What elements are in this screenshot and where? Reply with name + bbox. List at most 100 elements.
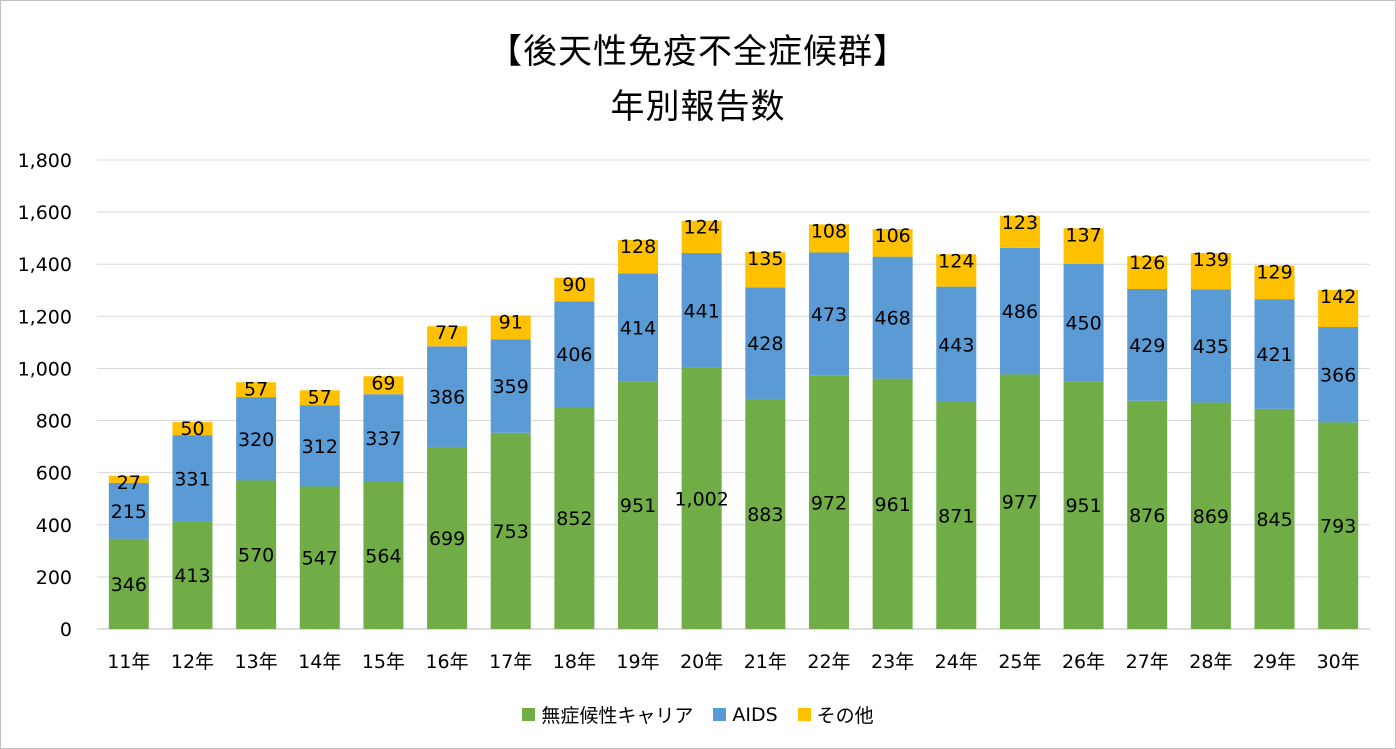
data-label: 486 (1002, 301, 1038, 323)
data-label: 852 (556, 508, 592, 530)
bar-segment (554, 407, 595, 629)
bar-segment (999, 215, 1040, 248)
bar-segment (872, 378, 913, 629)
data-label: 108 (811, 220, 847, 242)
data-label: 435 (1193, 336, 1229, 358)
bar-segment (681, 253, 722, 368)
bar-segment (427, 446, 468, 629)
data-label: 337 (365, 428, 401, 450)
data-label: 977 (1002, 492, 1038, 514)
bar-segment (236, 397, 277, 481)
bar-segment (363, 394, 404, 483)
x-tick-label: 25年 (998, 651, 1041, 673)
data-label: 414 (620, 317, 656, 339)
chart-legend: 無症候性キャリア AIDS その他 (0, 701, 1396, 728)
y-tick-label: 1,200 (18, 306, 72, 328)
bar-segment (808, 224, 849, 253)
bar-segment (1254, 265, 1295, 300)
data-label: 406 (556, 344, 592, 366)
bar-segment (299, 405, 340, 487)
y-tick-label: 0 (60, 619, 72, 641)
x-tick-label: 26年 (1062, 651, 1105, 673)
bar-segment (936, 402, 977, 629)
legend-label: その他 (816, 705, 874, 727)
x-tick-label: 30年 (1317, 651, 1360, 673)
data-label: 421 (1256, 344, 1292, 366)
bar-segment (172, 422, 213, 436)
data-label: 312 (302, 436, 338, 458)
data-label: 951 (1065, 495, 1101, 517)
bar-segment (1063, 381, 1104, 629)
y-tick-label: 800 (36, 411, 72, 433)
bar-segment (554, 301, 595, 408)
x-tick-label: 24年 (935, 651, 978, 673)
bar-segment (299, 486, 340, 629)
data-label: 564 (365, 546, 401, 568)
bar-segment (618, 273, 659, 382)
data-label: 142 (1320, 286, 1356, 308)
bar-segment (363, 376, 404, 395)
bar-segment (363, 482, 404, 629)
bar-segment (108, 538, 149, 629)
bar-segment (745, 287, 786, 399)
legend-swatch (797, 708, 811, 721)
data-label: 137 (1065, 224, 1101, 246)
bar-segment (172, 521, 213, 629)
bar-segment (1127, 256, 1168, 289)
bar-segment (936, 254, 977, 287)
data-label: 27 (117, 472, 141, 494)
bar-segment (1127, 400, 1168, 629)
x-tick-label: 11年 (107, 651, 150, 673)
data-label: 57 (244, 378, 268, 400)
data-label: 413 (174, 565, 210, 587)
y-tick-label: 600 (36, 463, 72, 485)
bar-segment (1190, 253, 1231, 290)
bar-segment (1254, 408, 1295, 629)
bar-segment (108, 475, 149, 483)
bar-segment (681, 367, 722, 629)
data-label: 951 (620, 495, 656, 517)
bar-segment (618, 381, 659, 629)
data-label: 366 (1320, 365, 1356, 387)
data-label: 139 (1193, 249, 1229, 271)
bar-segment (872, 229, 913, 257)
bar-segment (554, 277, 595, 302)
data-label: 50 (180, 418, 204, 440)
y-tick-label: 1,400 (18, 254, 72, 276)
x-tick-label: 23年 (871, 651, 914, 673)
data-label: 699 (429, 528, 465, 550)
y-tick-label: 400 (36, 515, 72, 537)
bar-segment (745, 398, 786, 629)
data-label: 468 (874, 308, 910, 330)
data-label: 106 (874, 225, 910, 247)
bar-segment (1190, 402, 1231, 629)
bar-segment (299, 390, 340, 406)
bar-segment (618, 239, 659, 274)
data-label: 547 (302, 548, 338, 570)
data-label: 331 (174, 468, 210, 490)
data-label: 57 (308, 386, 332, 408)
chart-title-line-1: 【後天性免疫不全症候群】 (488, 32, 908, 72)
bar-segment (1318, 422, 1359, 629)
data-label: 570 (238, 545, 274, 567)
data-label: 126 (1129, 252, 1165, 274)
data-label: 359 (493, 376, 529, 398)
bar-segment (808, 375, 849, 629)
data-label: 91 (499, 312, 523, 334)
bar-segment (745, 252, 786, 288)
bar-segment (1063, 228, 1104, 264)
data-label: 443 (938, 334, 974, 356)
data-label: 123 (1002, 212, 1038, 234)
bar-segment (427, 346, 468, 447)
bar-segment (1254, 299, 1295, 409)
data-label: 77 (435, 322, 459, 344)
x-tick-label: 27年 (1126, 651, 1169, 673)
legend-item: その他 (797, 701, 874, 728)
bar-segment (490, 315, 531, 340)
data-label: 69 (371, 372, 395, 394)
data-label: 871 (938, 506, 974, 528)
y-tick-label: 1,800 (18, 150, 72, 172)
data-label: 869 (1193, 506, 1229, 528)
x-tick-label: 14年 (298, 651, 341, 673)
